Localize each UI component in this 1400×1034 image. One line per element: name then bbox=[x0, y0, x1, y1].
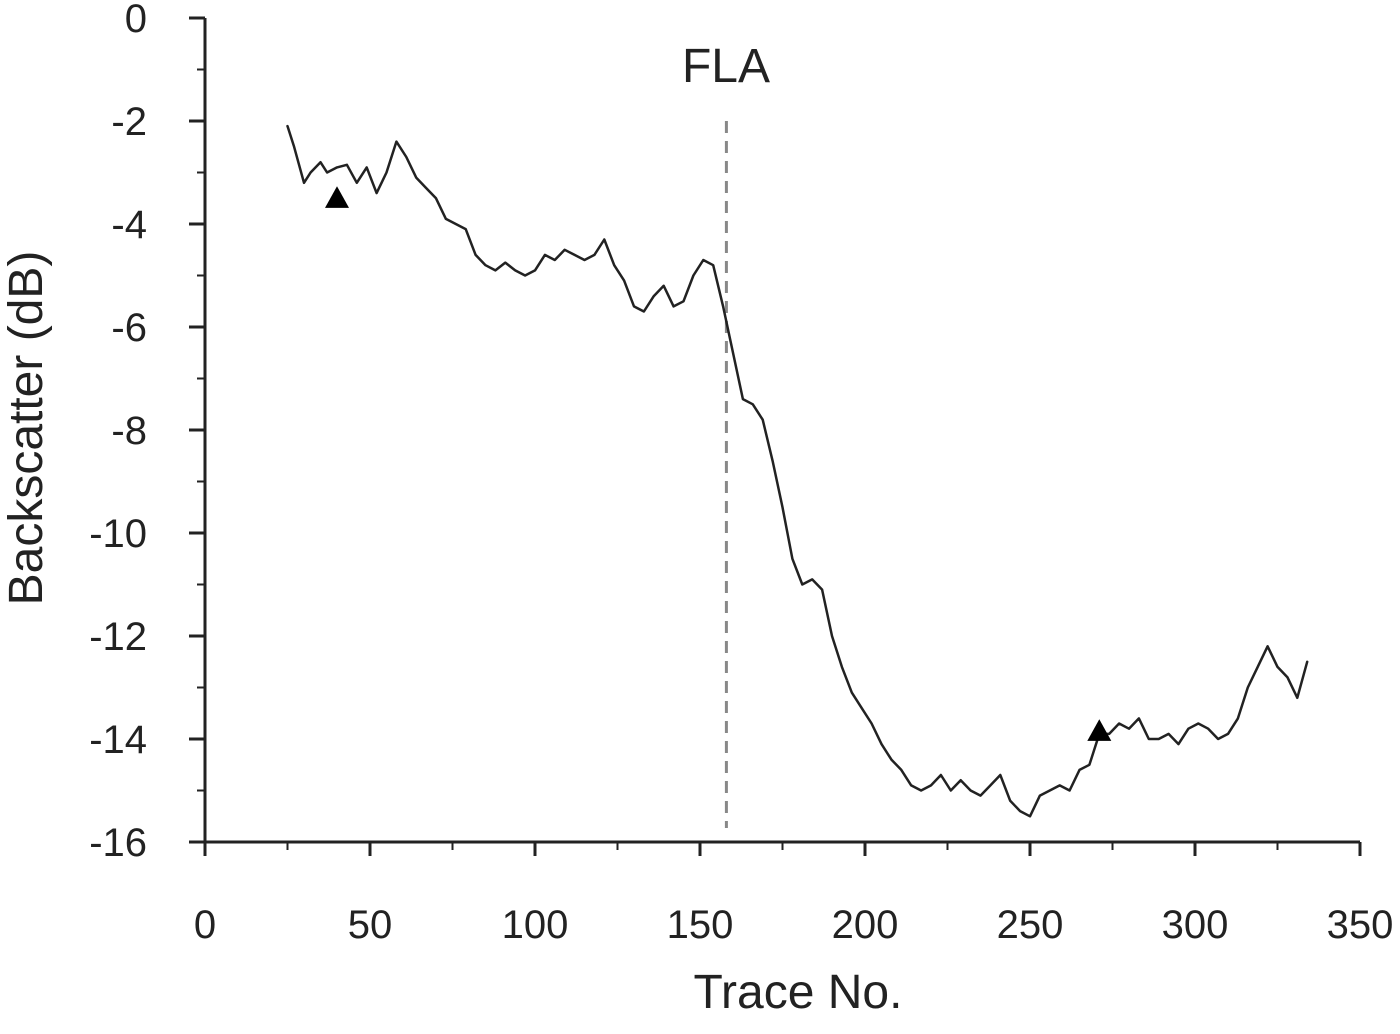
y-tick-label: -8 bbox=[111, 409, 147, 453]
x-tick-label: 250 bbox=[997, 903, 1064, 947]
triangle-marker bbox=[1087, 719, 1112, 741]
series-layer bbox=[286, 124, 1309, 818]
marker-layer bbox=[325, 186, 1112, 741]
y-tick-label: 0 bbox=[125, 0, 147, 41]
x-tick-label: 100 bbox=[502, 903, 569, 947]
y-tick-label: -14 bbox=[89, 718, 147, 762]
x-axis-title: Trace No. bbox=[694, 966, 903, 1019]
series-line-0 bbox=[286, 124, 1309, 818]
y-axis-title: Backscatter (dB) bbox=[0, 251, 53, 606]
axes-layer: 0 -2 -4 -6 -8 -10 -12 -14 -16 0 50 100 150 200 250 300 3… bbox=[89, 0, 1393, 947]
y-tick-label: -6 bbox=[111, 306, 147, 350]
y-tick-label: -12 bbox=[89, 615, 147, 659]
x-tick-label: 50 bbox=[348, 903, 393, 947]
label-layer: Trace No. Backscatter (dB) FLA bbox=[0, 40, 902, 1019]
triangle-marker bbox=[325, 186, 349, 208]
y-tick-label: -2 bbox=[111, 100, 147, 144]
x-tick-label: 150 bbox=[667, 903, 734, 947]
y-tick-label: -4 bbox=[111, 203, 147, 247]
x-tick-label: 0 bbox=[194, 903, 216, 947]
x-tick-label: 300 bbox=[1162, 903, 1229, 947]
y-tick-label: -16 bbox=[89, 821, 147, 865]
y-tick-label: -10 bbox=[89, 512, 147, 556]
x-tick-label: 200 bbox=[832, 903, 899, 947]
fla-reference-label: FLA bbox=[682, 40, 770, 93]
x-tick-label: 350 bbox=[1327, 903, 1394, 947]
